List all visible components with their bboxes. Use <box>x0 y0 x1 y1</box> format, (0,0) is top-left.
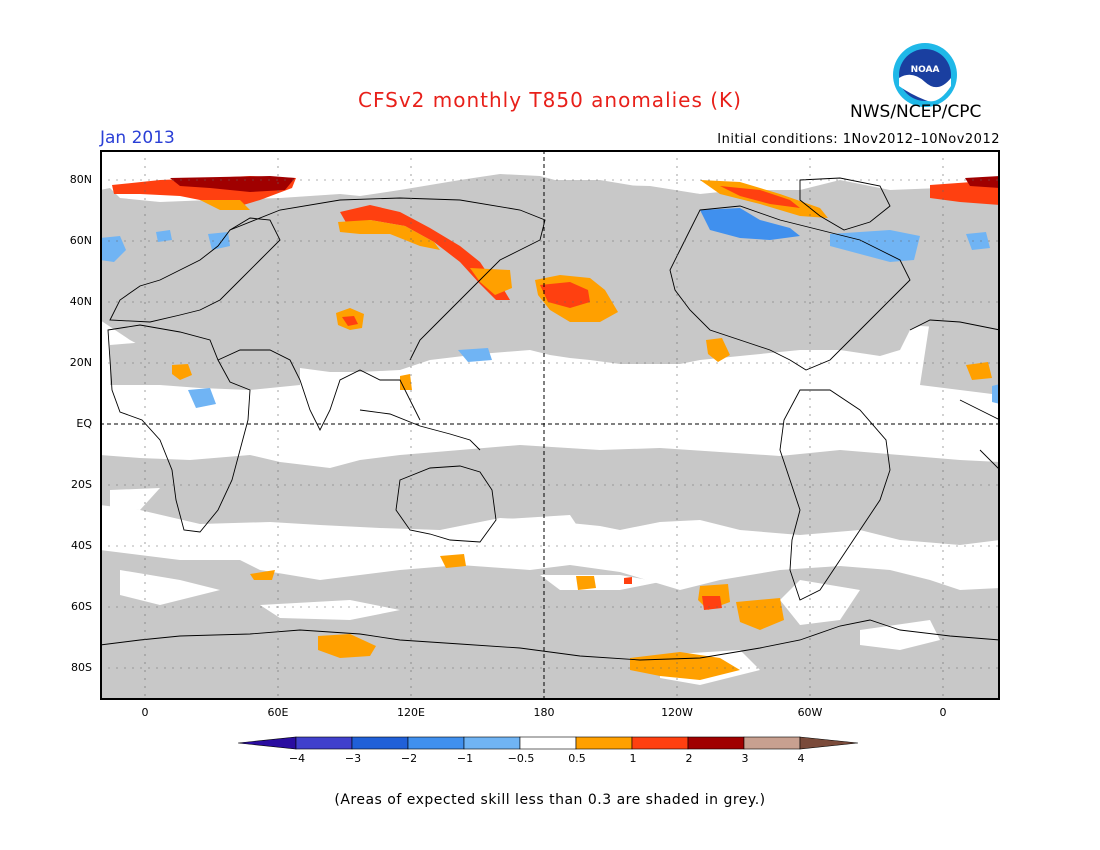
agency-label: NWS/NCEP/CPC <box>850 102 982 122</box>
lat-label-60s: 60S <box>71 600 92 613</box>
forecast-month: Jan 2013 <box>100 128 175 148</box>
low-skill-shading <box>100 174 1000 700</box>
colorbar-segment <box>238 736 297 750</box>
colorbar-segment <box>407 736 465 750</box>
colorbar-label: −1 <box>456 752 474 765</box>
lat-label-40s: 40S <box>71 539 92 552</box>
svg-text:NOAA: NOAA <box>911 65 940 75</box>
anomaly-map <box>100 150 1000 700</box>
colorbar-segment <box>295 736 353 750</box>
lat-label-eq: EQ <box>76 417 92 430</box>
map-frame <box>100 150 1000 700</box>
colorbar-label: −4 <box>288 752 306 765</box>
colorbar-segment <box>799 736 859 750</box>
colorbar-label: 1 <box>629 752 637 765</box>
reference-lines <box>100 150 1000 700</box>
warm-anomalies <box>112 176 1000 680</box>
colorbar-label: 4 <box>797 752 805 765</box>
lat-label-20n: 20N <box>69 356 92 369</box>
coastlines <box>100 177 1000 661</box>
lat-label-80n: 80N <box>69 173 92 186</box>
lon-label-0-east: 0 <box>939 706 947 719</box>
colorbar-segment <box>687 736 745 750</box>
noaa-logo-icon: NOAA <box>893 43 957 107</box>
colorbar-label: 3 <box>741 752 749 765</box>
lon-label-60w: 60W <box>797 706 823 719</box>
colorbar <box>238 736 859 750</box>
lat-label-80s: 80S <box>71 661 92 674</box>
colorbar-label: −2 <box>400 752 418 765</box>
map-title: CFSv2 monthly T850 anomalies (K) <box>358 88 742 112</box>
lon-label-0: 0 <box>141 706 149 719</box>
colorbar-segment <box>575 736 633 750</box>
lon-label-60e: 60E <box>267 706 289 719</box>
lon-label-180: 180 <box>533 706 555 719</box>
colorbar-segment <box>631 736 689 750</box>
colorbar-label: −0.5 <box>507 752 535 765</box>
graticule <box>100 150 1000 700</box>
lat-label-60n: 60N <box>69 234 92 247</box>
lon-label-120e: 120E <box>397 706 425 719</box>
colorbar-label: −3 <box>344 752 362 765</box>
initial-conditions: Initial conditions: 1Nov2012–10Nov2012 <box>717 132 1000 147</box>
colorbar-segment <box>351 736 409 750</box>
skill-footnote: (Areas of expected skill less than 0.3 a… <box>334 792 766 808</box>
colorbar-segment <box>519 736 577 750</box>
colorbar-label: 2 <box>685 752 693 765</box>
colorbar-label: 0.5 <box>568 752 586 765</box>
lat-label-20s: 20S <box>71 478 92 491</box>
lat-label-40n: 40N <box>69 295 92 308</box>
colorbar-segment <box>463 736 521 750</box>
colorbar-segment <box>743 736 801 750</box>
noaa-logo: NOAA <box>892 42 958 108</box>
lon-label-120w: 120W <box>661 706 693 719</box>
